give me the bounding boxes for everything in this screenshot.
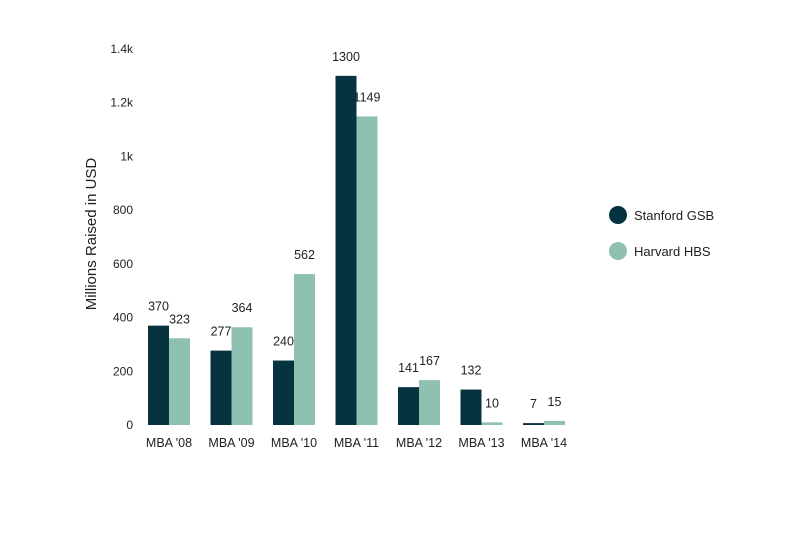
y-tick-label: 600 [113,257,133,271]
bar-harvard-hbs [481,422,503,425]
bar-harvard-hbs [544,420,565,425]
data-label: 240 [273,335,294,349]
x-tick-label: MBA '14 [521,436,567,450]
data-label: 15 [548,395,562,409]
data-label: 132 [461,364,482,378]
bar-stanford-gsb [335,75,357,425]
y-tick-label: 1.2k [110,96,134,110]
x-tick-label: MBA '08 [146,436,192,450]
bar-harvard-hbs [419,380,440,425]
y-tick-label: 800 [113,203,133,217]
x-tick-label: MBA '11 [334,436,379,450]
x-tick-label: MBA '12 [396,436,442,450]
x-tick-label: MBA '10 [271,436,317,450]
data-label: 1300 [332,50,360,64]
bar-stanford-gsb [460,389,482,425]
data-label: 141 [398,361,419,375]
bar-stanford-gsb [210,350,232,425]
bar-stanford-gsb [523,423,544,425]
data-label: 323 [169,312,190,326]
y-tick-label: 0 [126,418,133,432]
bar-stanford-gsb [398,387,419,425]
data-label: 562 [294,248,315,262]
data-label: 1149 [354,90,381,104]
y-tick-label: 200 [113,364,133,378]
legend-label: Harvard HBS [634,244,711,259]
legend-marker [609,206,627,224]
data-label: 10 [485,396,499,410]
data-label: 167 [419,354,440,368]
bar-harvard-hbs [356,116,378,425]
x-tick-label: MBA '13 [458,436,504,450]
bar-stanford-gsb [273,360,294,425]
y-tick-label: 1.4k [110,42,134,56]
data-label: 277 [211,325,232,339]
y-axis-label: Millions Raised in USD [83,158,100,311]
legend-label: Stanford GSB [634,208,714,223]
bar-harvard-hbs [169,338,190,425]
legend-marker [609,242,627,260]
data-label: 370 [148,300,169,314]
y-tick-label: 1k [120,149,134,163]
bar-harvard-hbs [294,274,315,425]
bar-stanford-gsb [148,325,169,425]
data-label: 364 [232,301,253,315]
bar-harvard-hbs [231,327,253,425]
y-tick-label: 400 [113,311,133,325]
x-tick-label: MBA '09 [208,436,254,450]
data-label: 7 [530,397,537,411]
